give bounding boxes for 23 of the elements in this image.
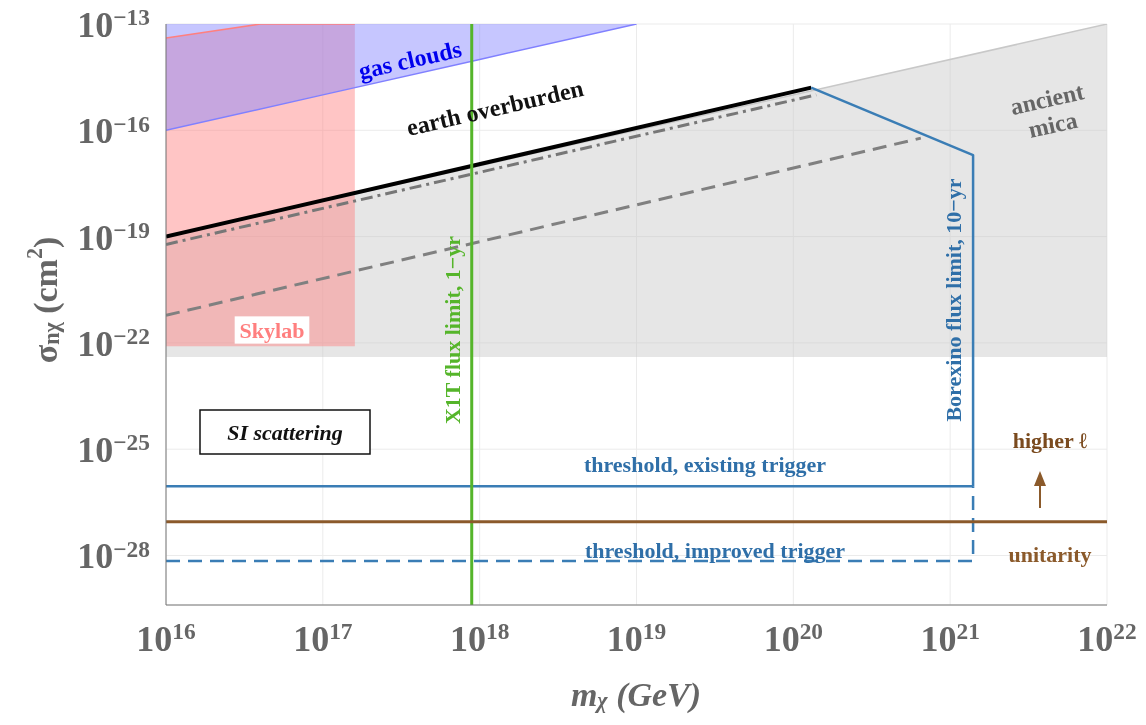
y-tick-label: 10$^{−19}$ (77, 216, 150, 258)
x-tick-label: 10$^{16}$ (136, 618, 196, 659)
annotation: higher ℓ (1012, 427, 1088, 453)
x-tick-label: 10$^{20}$ (763, 618, 824, 659)
ref-line-label: unitarity (1008, 541, 1092, 567)
x-tick-label: 10$^{19}$ (606, 618, 667, 659)
ref-line-label: X1T flux limit, 1−yr (439, 235, 465, 425)
x-axis-title: m$_{χ}$ (GeV) (570, 675, 702, 714)
x-tick-label: 10$^{21}$ (920, 618, 980, 659)
x-tick-label: 10$^{22}$ (1077, 618, 1137, 659)
annotation: SI scattering (227, 419, 343, 445)
series-label: threshold, improved trigger (584, 537, 846, 563)
x-tick-label: 10$^{17}$ (293, 618, 353, 659)
y-tick-label: 10$^{−22}$ (77, 323, 150, 364)
text: ancient mica (1007, 78, 1087, 143)
series-label: threshold, existing trigger (583, 451, 827, 477)
y-tick-label: 10$^{−16}$ (77, 110, 151, 152)
text: Skylab (239, 317, 305, 343)
y-tick-label: 10$^{−28}$ (77, 535, 150, 577)
x-tick-label: 10$^{18}$ (449, 618, 510, 659)
y-tick-label: 10$^{−13}$ (77, 4, 150, 45)
text: Borexino flux limit, 10−yr (940, 178, 966, 422)
y-tick-label: 10$^{−25}$ (77, 429, 150, 471)
